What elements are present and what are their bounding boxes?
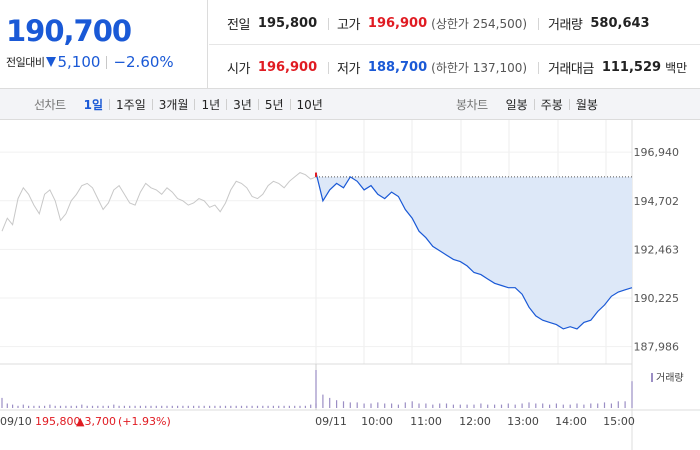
lower-limit: (하한가 137,100) xyxy=(431,60,528,75)
current-price: 190,700 xyxy=(6,14,132,48)
candle-chart-tabs: 봉차트 일봉 주봉 월봉 xyxy=(456,89,604,120)
x-tick-label: 12:00 xyxy=(459,415,491,428)
price-area-layer xyxy=(316,172,632,329)
volume-legend-label: 거래량 xyxy=(656,372,684,384)
prev-close-value: 195,800 xyxy=(257,15,318,31)
summary-rate: (+1.93%) xyxy=(118,415,171,428)
divider xyxy=(194,99,196,110)
x-tick-label: 15:00 xyxy=(603,415,635,428)
divider xyxy=(568,99,570,110)
y-tick-label: 196,940 xyxy=(634,146,680,159)
x-tick-label: 10:00 xyxy=(361,415,393,428)
summary-close: 195,800 xyxy=(35,415,81,428)
x-tick-label: 09/11 xyxy=(315,415,347,428)
divider xyxy=(328,62,329,74)
high-value: 196,900 xyxy=(367,15,428,31)
down-triangle-icon xyxy=(46,57,57,67)
y-axis-ticks: 196,940 194,702 192,463 190,225 187,986 xyxy=(634,146,680,353)
divider xyxy=(538,18,539,30)
price-box: 190,700 전일대비 5,100 −2.60% xyxy=(0,0,208,89)
divider xyxy=(109,99,111,110)
volume-label: 거래량 xyxy=(548,17,583,33)
low-label: 저가 xyxy=(337,61,360,77)
diff-value: 5,100 xyxy=(57,53,101,71)
tab-3m[interactable]: 3개월 xyxy=(158,98,189,112)
divider xyxy=(328,18,329,30)
volume-value: 580,643 xyxy=(590,15,650,31)
y-tick-label: 192,463 xyxy=(634,243,680,256)
amount-value: 111,529 xyxy=(601,59,662,75)
decline-area xyxy=(316,172,632,329)
high-cell: 고가 196,900 (상한가 254,500) xyxy=(337,13,527,33)
tab-weekly[interactable]: 주봉 xyxy=(540,98,563,112)
tab-10y[interactable]: 10년 xyxy=(296,98,323,112)
candle-chart-caption: 봉차트 xyxy=(456,98,488,112)
summary-change: ▲3,700 xyxy=(76,415,116,428)
high-label: 고가 xyxy=(337,17,360,33)
price-chart: 196,940 194,702 192,463 190,225 187,986 거래량 … xyxy=(0,120,700,450)
x-tick-label: 13:00 xyxy=(507,415,539,428)
tab-1d[interactable]: 1일 xyxy=(83,98,104,112)
x-tick-label: 14:00 xyxy=(555,415,587,428)
divider xyxy=(533,99,535,110)
tab-daily[interactable]: 일봉 xyxy=(505,98,528,112)
divider xyxy=(226,99,228,110)
amount-label: 거래대금 xyxy=(548,61,594,77)
tab-monthly[interactable]: 월봉 xyxy=(575,98,598,112)
line-chart-caption: 선차트 xyxy=(34,98,66,112)
chart-tab-bar: 선차트 1일 1주일 3개월 1년 3년 5년 10년 봉차트 일봉 주봉 월봉 xyxy=(0,89,700,120)
divider xyxy=(289,99,291,110)
tab-1y[interactable]: 1년 xyxy=(201,98,221,112)
low-cell: 저가 188,700 (하한가 137,100) xyxy=(337,57,527,77)
tab-3y[interactable]: 3년 xyxy=(233,98,252,112)
volume-legend-swatch xyxy=(651,373,653,382)
y-tick-label: 194,702 xyxy=(634,195,680,208)
amount-unit: 백만 xyxy=(665,60,688,75)
upper-limit: (상한가 254,500) xyxy=(431,16,528,31)
tab-1w[interactable]: 1주일 xyxy=(116,98,146,112)
row-divider xyxy=(209,44,700,45)
prev-day-summary: 09/10 195,800▲3,700 (+1.93%) xyxy=(0,415,171,428)
y-tick-label: 190,225 xyxy=(634,292,680,305)
series-today-line xyxy=(315,172,633,330)
diff-rate: −2.60% xyxy=(113,53,174,71)
prev-close-label: 전일 xyxy=(227,17,250,33)
price-lines-layer xyxy=(1,172,633,330)
x-axis-labels: 09/11 10:00 11:00 12:00 13:00 14:00 15:00 xyxy=(315,415,635,428)
series-prev-day-line xyxy=(1,172,317,232)
y-tick-label: 187,986 xyxy=(634,341,680,354)
prev-close-cell: 전일 195,800 xyxy=(227,13,317,33)
quote-info-grid: 전일 195,800 고가 196,900 (상한가 254,500) 거래량 … xyxy=(209,0,700,89)
x-tick-label: 11:00 xyxy=(410,415,442,428)
divider xyxy=(151,99,153,110)
low-value: 188,700 xyxy=(367,59,428,75)
volume-cell: 거래량 580,643 xyxy=(548,13,650,33)
divider xyxy=(257,99,259,110)
open-label: 시가 xyxy=(227,61,250,77)
price-change-row: 전일대비 5,100 −2.60% xyxy=(6,53,174,71)
divider xyxy=(106,55,108,69)
volume-layer: 거래량 xyxy=(1,370,684,408)
line-chart-tabs: 선차트 1일 1주일 3개월 1년 3년 5년 10년 xyxy=(34,89,329,120)
tab-5y[interactable]: 5년 xyxy=(264,98,284,112)
amount-cell: 거래대금 111,529 백만 xyxy=(548,57,687,77)
open-cell: 시가 196,900 xyxy=(227,57,317,77)
diff-label: 전일대비 xyxy=(6,56,45,69)
quote-panel: 190,700 전일대비 5,100 −2.60% 전일 195,800 고가 … xyxy=(0,0,700,89)
divider xyxy=(538,62,539,74)
summary-date: 09/10 xyxy=(0,415,32,428)
open-value: 196,900 xyxy=(257,59,318,75)
